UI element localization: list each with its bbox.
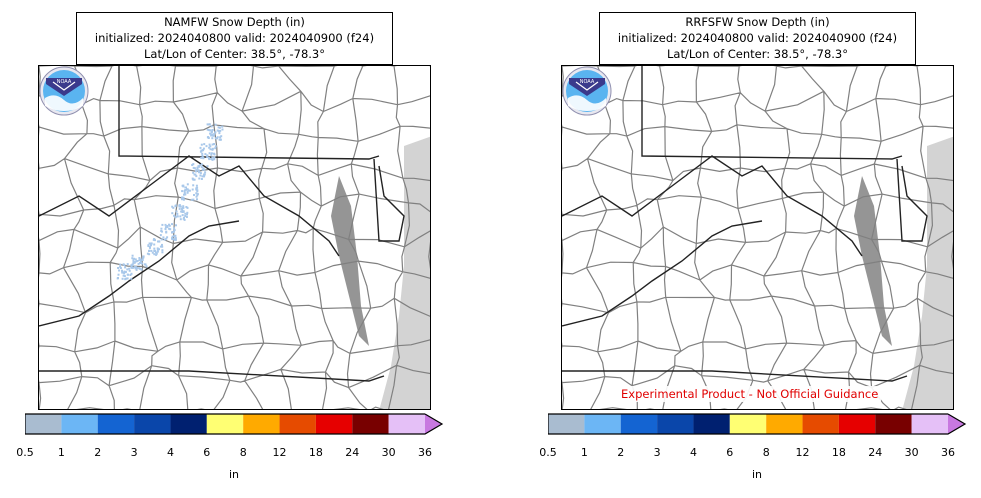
colorbar-tick: 6	[203, 446, 211, 459]
colorbar-tick: 2	[617, 446, 625, 459]
colorbar-unit: in	[751, 468, 763, 481]
colorbar-swatch	[729, 414, 767, 434]
colorbar-extend-arrow	[948, 414, 965, 434]
panel-title: NAMFW Snow Depth (in)	[164, 15, 305, 29]
colorbar-swatch	[802, 414, 839, 434]
colorbar-tick: 0.5	[16, 446, 34, 459]
colorbar-tick: 30	[381, 446, 396, 459]
colorbar-tick: 3	[653, 446, 661, 459]
county-boundaries	[562, 66, 953, 409]
colorbar-tick: 3	[130, 446, 138, 459]
colorbar-tick: 2	[94, 446, 102, 459]
state-boundary-va-nc	[562, 370, 908, 382]
colorbar-tick: 6	[726, 446, 734, 459]
colorbar-swatch	[352, 414, 389, 434]
colorbar-tick: 24	[868, 446, 883, 459]
colorbar-outline	[548, 413, 967, 435]
colorbar-swatch	[911, 414, 948, 434]
state-boundary-pa	[641, 66, 903, 160]
colorbar-swatch	[206, 414, 244, 434]
colorbar-tick: 24	[345, 446, 360, 459]
colorbar-tick: 8	[239, 446, 247, 459]
colorbar-outline	[25, 413, 444, 435]
snow-depth-field	[116, 123, 224, 281]
colorbar-swatch	[548, 414, 585, 434]
colorbar-swatches	[548, 413, 967, 435]
panel-title-box: RRFSFW Snow Depth (in) initialized: 2024…	[599, 12, 916, 65]
colorbar-swatch	[838, 414, 876, 434]
chesapeake-bay	[854, 176, 892, 346]
colorbar-swatches	[25, 413, 444, 435]
colorbar-tick: 30	[904, 446, 919, 459]
colorbar-swatch	[620, 414, 658, 434]
colorbar-swatch	[97, 414, 135, 434]
panel-title-box: NAMFW Snow Depth (in) initialized: 20240…	[76, 12, 393, 65]
chesapeake-bay	[331, 176, 369, 346]
disclaimer-label: Experimental Product - Not Official Guid…	[618, 386, 882, 402]
colorbar-tick: 0.5	[539, 446, 557, 459]
state-boundary-de	[896, 158, 928, 242]
colorbar-swatch	[657, 414, 694, 434]
ocean	[379, 136, 430, 409]
county-map	[562, 66, 953, 409]
map-rrfsfw[interactable]: NOAA Experimental Product - Not Official…	[561, 65, 954, 410]
colorbar-swatch	[875, 414, 912, 434]
state-boundary-wv-va	[562, 220, 763, 327]
colorbar-unit: in	[228, 468, 240, 481]
svg-text:NOAA: NOAA	[580, 79, 595, 85]
colorbar-tick: 4	[690, 446, 697, 459]
colorbar-swatch	[584, 414, 621, 434]
state-boundary-wv-md	[39, 155, 340, 257]
colorbar-tick: 4	[167, 446, 174, 459]
panel-namfw: NAMFW Snow Depth (in) initialized: 20240…	[0, 0, 490, 498]
ocean	[902, 136, 953, 409]
colorbar-swatch	[388, 414, 425, 434]
colorbar-tick: 1	[580, 446, 588, 459]
colorbar-tick: 36	[941, 446, 955, 459]
colorbar-swatch	[693, 414, 730, 434]
colorbar-swatch	[61, 414, 98, 434]
state-boundary-wv-va	[39, 220, 240, 327]
state-boundary-wv-md	[562, 155, 863, 257]
colorbar-swatch	[134, 414, 171, 434]
colorbar-swatch	[279, 414, 316, 434]
state-boundary-va-nc	[39, 370, 385, 382]
panel-center: Lat/Lon of Center: 38.5°, -78.3°	[144, 47, 325, 61]
colorbar-tick: 8	[762, 446, 770, 459]
colorbar-tick: 18	[308, 446, 323, 459]
noaa-logo: NOAA	[39, 66, 89, 116]
colorbar-tick: 1	[57, 446, 65, 459]
panel-rrfsfw: RRFSFW Snow Depth (in) initialized: 2024…	[523, 0, 981, 498]
county-boundaries	[39, 66, 430, 409]
colorbar-swatch	[766, 414, 803, 434]
panel-center: Lat/Lon of Center: 38.5°, -78.3°	[667, 47, 848, 61]
colorbar-tick: 36	[418, 446, 432, 459]
colorbar-swatch	[170, 414, 207, 434]
map-namfw[interactable]: NOAA	[38, 65, 431, 410]
colorbar-swatch	[243, 414, 280, 434]
panel-init-valid: initialized: 2024040800 valid: 202404090…	[94, 31, 375, 45]
svg-text:NOAA: NOAA	[57, 79, 72, 85]
colorbar-tick: 12	[272, 446, 287, 459]
county-map	[39, 66, 430, 409]
colorbar-tick: 12	[795, 446, 810, 459]
state-boundary-pa	[118, 66, 380, 160]
colorbar-swatch	[25, 414, 62, 434]
colorbar-tick: 18	[831, 446, 846, 459]
state-boundary-de	[373, 158, 405, 242]
panel-title: RRFSFW Snow Depth (in)	[685, 15, 830, 29]
noaa-logo: NOAA	[562, 66, 612, 116]
colorbar-swatch	[315, 414, 353, 434]
panel-init-valid: initialized: 2024040800 valid: 202404090…	[617, 31, 898, 45]
colorbar-extend-arrow	[425, 414, 442, 434]
